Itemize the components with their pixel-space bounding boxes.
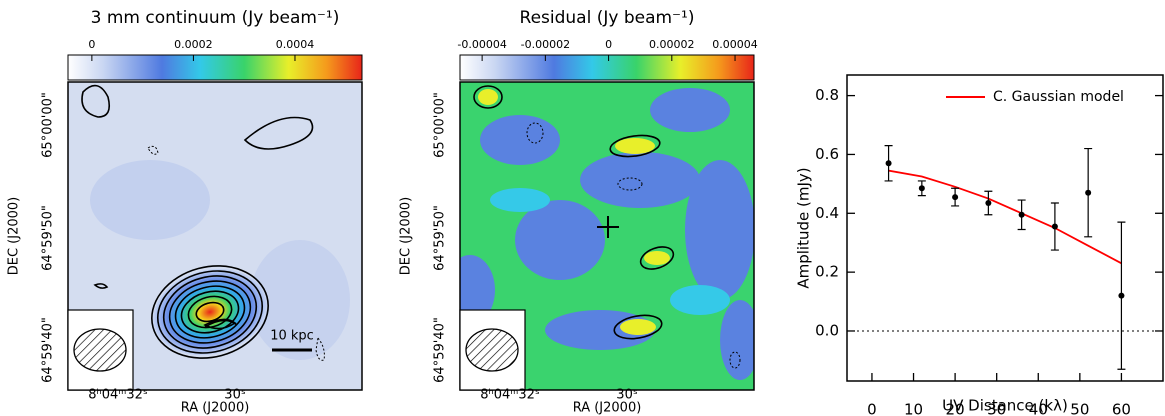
x-axis-label: RA (J2000)	[573, 401, 642, 416]
point	[918, 185, 925, 192]
error-cap	[1017, 199, 1026, 231]
point	[985, 199, 992, 206]
x-tick-label: 30ˢ	[224, 388, 246, 403]
x-tick-label: 40	[1029, 401, 1048, 416]
point	[1085, 189, 1092, 196]
y-tick-label: 64°59'40"	[41, 317, 56, 383]
colorbar-tick-label: 0	[88, 38, 95, 51]
map-2	[460, 82, 754, 390]
x-axis-label: RA (J2000)	[181, 401, 250, 416]
x-tick-label: 20	[946, 401, 965, 416]
y-tick-label: 0.4	[815, 204, 839, 222]
error-cap	[984, 190, 993, 216]
colorbar	[67, 54, 363, 81]
x-tick-label: 60	[1112, 401, 1131, 416]
point	[1018, 211, 1025, 218]
annotation: 10 kpc	[270, 329, 314, 344]
point	[885, 160, 892, 167]
colorbar-tick-label: 0.0002	[174, 38, 213, 51]
y-tick-label: 64°59'50"	[433, 205, 448, 271]
frame	[67, 81, 363, 391]
y-tick-label: 65°00'00"	[41, 92, 56, 158]
y-axis-label: DEC (J2000)	[7, 197, 22, 276]
x-tick-label: 10	[904, 401, 923, 416]
x-tick-label: 8ʰ04ᵐ32ˢ	[88, 388, 148, 403]
beam	[73, 328, 127, 372]
point	[1118, 292, 1125, 299]
y-tick-label: 64°59'50"	[41, 205, 56, 271]
y-tick-label: 0.6	[815, 145, 839, 163]
colorbar-tick-label: -0.00004	[457, 38, 506, 51]
model-line	[888, 169, 1122, 265]
y-tick-label: 64°59'40"	[433, 317, 448, 383]
y-tick-label: 0.2	[815, 263, 839, 281]
beam	[465, 328, 519, 372]
x-tick-label: 8ʰ04ᵐ32ˢ	[480, 388, 540, 403]
frame	[459, 81, 755, 391]
y-tick-label: 0.0	[815, 321, 839, 339]
y-axis-label: DEC (J2000)	[399, 197, 414, 276]
legend-label: C. Gaussian model	[993, 89, 1124, 105]
colorbar-tick-label: 0.00002	[649, 38, 695, 51]
y-tick-label: 0.8	[815, 86, 839, 104]
colorbar-tick-label: 0.00004	[712, 38, 758, 51]
frame	[846, 74, 1164, 382]
colorbar	[459, 54, 755, 81]
error-cap	[1084, 147, 1093, 238]
point	[1051, 223, 1058, 230]
error-cap	[1050, 202, 1059, 251]
error-cap	[917, 180, 926, 197]
error-cap	[1117, 221, 1126, 370]
colorbar-title: 3 mm continuum (Jy beam⁻¹)	[91, 8, 340, 28]
y-tick-label: 65°00'00"	[433, 92, 448, 158]
x-axis-label: UV Distance (kλ)	[942, 397, 1068, 415]
x-tick-label: 30ˢ	[616, 388, 638, 403]
colorbar-tick-label: -0.00002	[521, 38, 570, 51]
y-axis-label: Amplitude (mJy)	[795, 167, 813, 288]
point	[952, 194, 959, 201]
error-cap	[951, 187, 960, 207]
error-cap	[884, 145, 893, 182]
x-tick-label: 0	[867, 401, 877, 416]
colorbar-tick-label: 0.0004	[276, 38, 315, 51]
x-tick-label: 50	[1070, 401, 1089, 416]
x-tick-label: 30	[987, 401, 1006, 416]
colorbar-title: Residual (Jy beam⁻¹)	[520, 8, 695, 28]
colorbar-tick-label: 0	[605, 38, 612, 51]
